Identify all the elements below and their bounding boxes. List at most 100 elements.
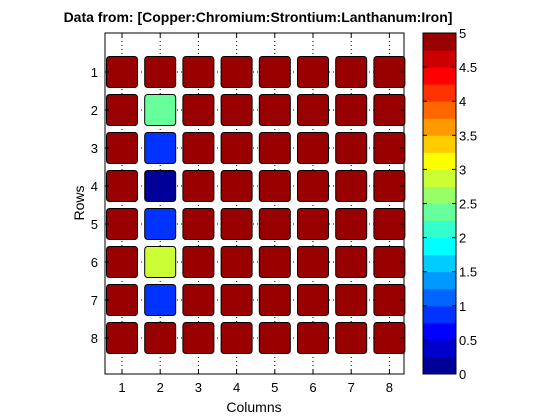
colorbar-tick-label: 3.5 (459, 128, 477, 143)
heatmap-cell (373, 322, 406, 354)
heatmap-cell (220, 94, 253, 126)
heatmap-cell (182, 132, 215, 164)
heatmap-cell (182, 94, 215, 126)
grid-lines (105, 33, 404, 374)
heatmap-cell (220, 132, 253, 164)
colorbar-segment (423, 203, 456, 222)
y-tick-label: 2 (91, 103, 98, 118)
colorbar-segment (423, 118, 456, 136)
heatmap-cell (258, 208, 291, 240)
heatmap-cell (335, 56, 368, 88)
colorbar-segment (423, 101, 456, 119)
heatmap-cell (335, 132, 368, 164)
colorbar-tick-label: 2.5 (459, 197, 477, 212)
colorbar-segment (423, 237, 456, 256)
heatmap-cell (373, 170, 406, 202)
heatmap-cell (335, 170, 368, 202)
heatmap-cell (335, 322, 368, 354)
y-axis-ticks: 1 2 3 4 5 6 7 8 (91, 65, 404, 346)
heatmap-cell (258, 94, 291, 126)
x-tick-label: 6 (309, 380, 316, 395)
heatmap-cell (373, 208, 406, 240)
heatmap-cell (182, 246, 215, 278)
heatmap-cell (297, 208, 329, 240)
heatmap-cell (182, 170, 215, 202)
y-tick-label: 6 (91, 255, 98, 270)
heatmap-cell (297, 322, 329, 354)
y-tick-label: 8 (91, 331, 98, 346)
colorbar-segment (423, 152, 456, 170)
heatmap-cell (297, 170, 329, 202)
colorbar-segment (423, 84, 456, 102)
x-tick-label: 3 (195, 380, 202, 395)
heatmap-cell (144, 208, 177, 240)
heatmap-cell (335, 246, 368, 278)
heatmap-cell (297, 284, 329, 316)
heatmap-cell (106, 94, 138, 126)
heatmap-cell (106, 132, 138, 164)
heatmap-cell (335, 208, 368, 240)
heatmap-cell (297, 246, 329, 278)
colorbar-segment (423, 135, 456, 153)
colorbar-tick-label: 1.5 (459, 265, 477, 280)
colorbar-segment (423, 322, 456, 341)
x-tick-label: 5 (271, 380, 278, 395)
colorbar-segment (423, 50, 456, 68)
colorbar-tick-label: 4 (459, 94, 466, 109)
heatmap-cell (144, 284, 177, 316)
heatmap-cell (106, 246, 138, 278)
heatmap-cell (373, 94, 406, 126)
x-tick-label: 4 (233, 380, 240, 395)
heatmap-cell (106, 208, 138, 240)
heatmap-cell (373, 284, 406, 316)
heatmap-cell (182, 284, 215, 316)
heatmap-cell (144, 132, 177, 164)
heatmap-cell (106, 322, 138, 354)
heatmap-cell (373, 246, 406, 278)
heatmap-cell (297, 132, 329, 164)
heatmap-cell (220, 170, 253, 202)
heatmap-cell (106, 284, 138, 316)
x-axis-label: Columns (226, 399, 281, 415)
y-axis-label: Rows (71, 185, 87, 220)
y-tick-label: 4 (91, 179, 98, 194)
colorbar-segment (423, 271, 456, 290)
y-tick-label: 5 (91, 217, 98, 232)
colorbar: 0 0.5 1 1.5 2 2.5 3 3.5 4 4.5 5 (422, 26, 477, 382)
heatmap-cells (106, 56, 406, 354)
colorbar-tick-label: 0 (459, 367, 466, 382)
colorbar-segment (423, 67, 456, 85)
colorbar-segment (423, 186, 456, 204)
heatmap-cell (144, 94, 177, 126)
heatmap-cell (106, 56, 138, 88)
colorbar-tick-label: 1 (459, 299, 466, 314)
heatmap-cell (297, 94, 329, 126)
colorbar-segment (423, 356, 456, 375)
plot-frame (104, 32, 405, 375)
heatmap-cell (335, 284, 368, 316)
heatmap-cell (373, 132, 406, 164)
colorbar-tick-label: 3 (459, 162, 466, 177)
heatmap-cell (220, 284, 253, 316)
colorbar-tick-label: 4.5 (459, 60, 477, 75)
heatmap-cell (258, 56, 291, 88)
heatmap-cell (258, 170, 291, 202)
colorbar-tick-label: 0.5 (459, 333, 477, 348)
x-tick-label: 7 (348, 380, 355, 395)
heatmap-cell (220, 246, 253, 278)
heatmap-cell (144, 170, 177, 202)
chart-title: Data from: [Copper:Chromium:Strontium:La… (64, 9, 453, 25)
heatmap-cell (220, 208, 253, 240)
heatmap-cell (258, 322, 291, 354)
plot-area: 1 2 3 4 5 6 7 8 1 2 3 4 5 6 7 8 (91, 32, 406, 395)
x-tick-label: 2 (157, 380, 164, 395)
colorbar-segment (423, 33, 456, 51)
y-tick-label: 7 (91, 293, 98, 308)
colorbar-tick-label: 5 (459, 26, 466, 41)
heatmap-cell (182, 322, 215, 354)
heatmap-cell (258, 284, 291, 316)
x-axis-ticks: 1 2 3 4 5 6 7 8 (118, 33, 393, 395)
heatmap-cell (258, 132, 291, 164)
colorbar-segment (423, 305, 456, 324)
